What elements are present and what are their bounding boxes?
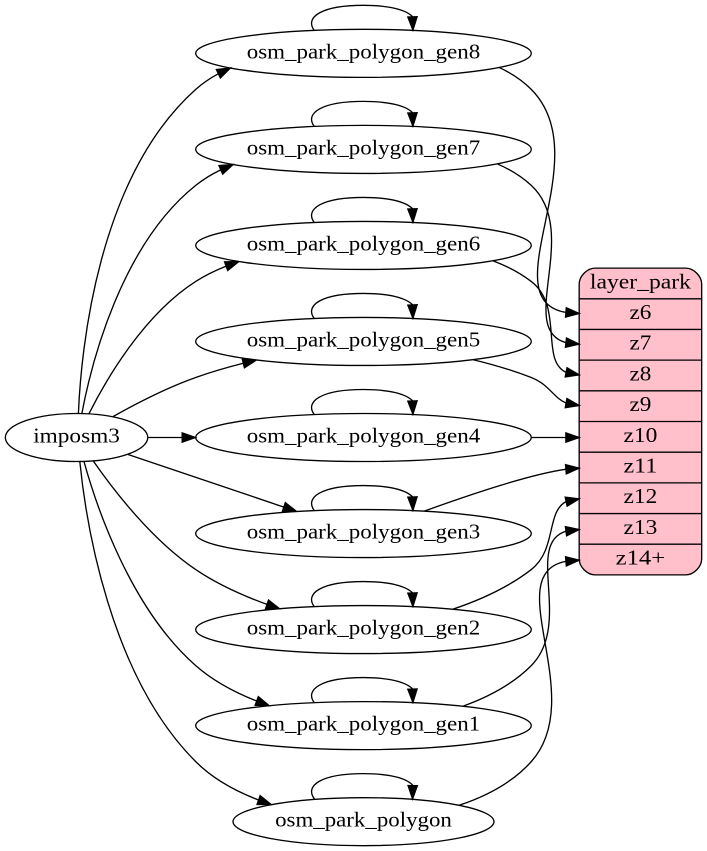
- svg-text:osm_park_polygon_gen6: osm_park_polygon_gen6: [247, 231, 480, 255]
- svg-text:z14+: z14+: [616, 545, 666, 569]
- svg-text:osm_park_polygon_gen5: osm_park_polygon_gen5: [247, 327, 480, 351]
- svg-text:osm_park_polygon_gen2: osm_park_polygon_gen2: [247, 615, 480, 639]
- svg-text:z8: z8: [629, 361, 651, 385]
- svg-text:osm_park_polygon_gen4: osm_park_polygon_gen4: [247, 423, 481, 447]
- svg-text:osm_park_polygon_gen3: osm_park_polygon_gen3: [247, 519, 480, 543]
- svg-text:osm_park_polygon_gen7: osm_park_polygon_gen7: [247, 135, 480, 159]
- svg-text:z9: z9: [629, 392, 651, 416]
- svg-text:layer_park: layer_park: [590, 269, 692, 293]
- svg-text:imposm3: imposm3: [33, 423, 120, 447]
- svg-text:z6: z6: [629, 300, 651, 324]
- svg-text:z11: z11: [623, 453, 657, 477]
- svg-text:osm_park_polygon_gen1: osm_park_polygon_gen1: [247, 712, 480, 736]
- svg-text:z13: z13: [623, 515, 657, 539]
- svg-text:osm_park_polygon: osm_park_polygon: [275, 808, 452, 832]
- svg-text:z7: z7: [629, 331, 651, 355]
- svg-text:z12: z12: [623, 484, 657, 508]
- svg-text:osm_park_polygon_gen8: osm_park_polygon_gen8: [247, 39, 480, 63]
- svg-text:z10: z10: [623, 423, 657, 447]
